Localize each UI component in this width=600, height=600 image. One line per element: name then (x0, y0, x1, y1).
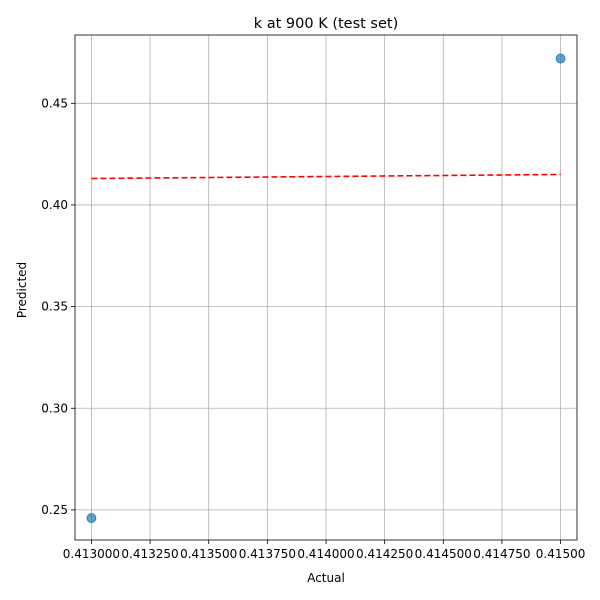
x-tick-label: 0.413750 (239, 547, 296, 561)
y-tick-label: 0.40 (41, 198, 68, 212)
y-tick-label: 0.30 (41, 401, 68, 415)
data-point (555, 53, 566, 64)
data-point (86, 513, 97, 523)
chart-title: k at 900 K (test set) (254, 16, 399, 32)
x-axis-ticks: 0.413000 0.413250 0.413500 0.413750 0.414000… (63, 540, 586, 561)
x-tick-label: 0.413250 (121, 547, 178, 561)
grid-lines (75, 35, 577, 540)
x-tick-label: 0.414000 (297, 547, 354, 561)
x-tick-label: 0.414500 (415, 547, 472, 561)
x-tick-label: 0.414750 (473, 547, 530, 561)
x-tick-label: 0.413500 (180, 547, 237, 561)
x-tick-label: 0.414250 (356, 547, 413, 561)
x-tick-label: 0.41500 (536, 547, 586, 561)
x-tick-label: 0.413000 (63, 547, 120, 561)
y-axis-ticks: 0.25 0.30 0.35 0.40 0.45 (41, 96, 75, 517)
reference-line (91, 173, 561, 180)
y-tick-label: 0.45 (41, 96, 68, 110)
data-points (86, 53, 566, 523)
y-axis-label: Predicted (15, 262, 29, 318)
x-axis-label: Actual (307, 571, 345, 585)
y-tick-label: 0.25 (41, 503, 68, 517)
reference-line-group (91, 173, 561, 180)
y-tick-label: 0.35 (41, 300, 68, 314)
